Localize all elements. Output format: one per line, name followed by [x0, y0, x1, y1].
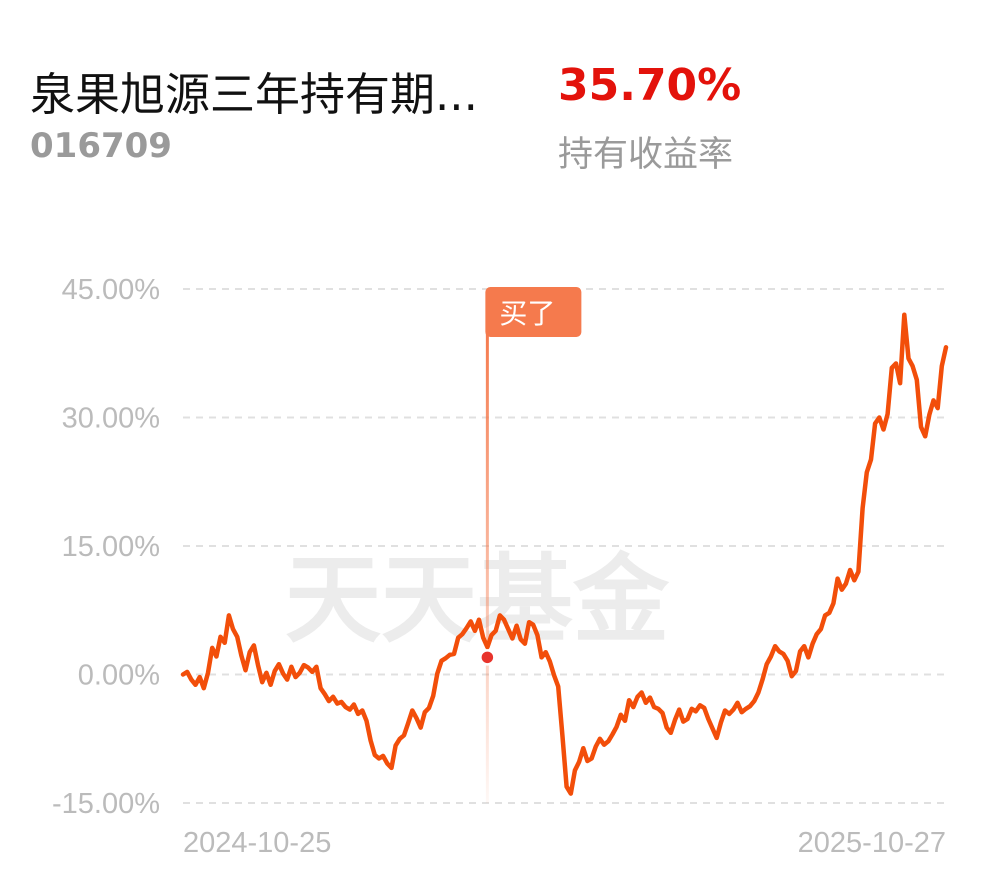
fund-name: 泉果旭源三年持有期...: [30, 68, 478, 121]
x-axis-ticks: 2024-10-25 2025-10-27: [183, 827, 946, 859]
y-tick-label: 15.00%: [62, 531, 160, 563]
watermark-text: 天天基金: [285, 544, 670, 656]
fund-code: 016709: [30, 126, 172, 166]
buy-marker-label: 买了: [499, 297, 555, 330]
buy-marker-dot: [479, 649, 496, 666]
series-line: [180, 312, 949, 796]
holding-return-label: 持有收益率: [558, 135, 734, 175]
y-tick-label: 30.00%: [62, 403, 160, 435]
y-tick-label: -15.00%: [52, 788, 160, 820]
buy-marker-badge[interactable]: [485, 287, 582, 337]
y-axis-ticks: 45.00% 30.00% 15.00% 0.00% -15.00%: [52, 274, 160, 820]
holding-return-value: 35.70%: [558, 60, 742, 111]
y-tick-label: 45.00%: [62, 274, 160, 306]
x-end-label: 2025-10-27: [798, 827, 946, 859]
buy-marker[interactable]: 买了: [485, 287, 582, 803]
buy-marker-line: [485, 330, 489, 803]
y-tick-label: 0.00%: [78, 660, 160, 692]
series-layer: [180, 312, 949, 796]
x-start-label: 2024-10-25: [183, 827, 331, 859]
